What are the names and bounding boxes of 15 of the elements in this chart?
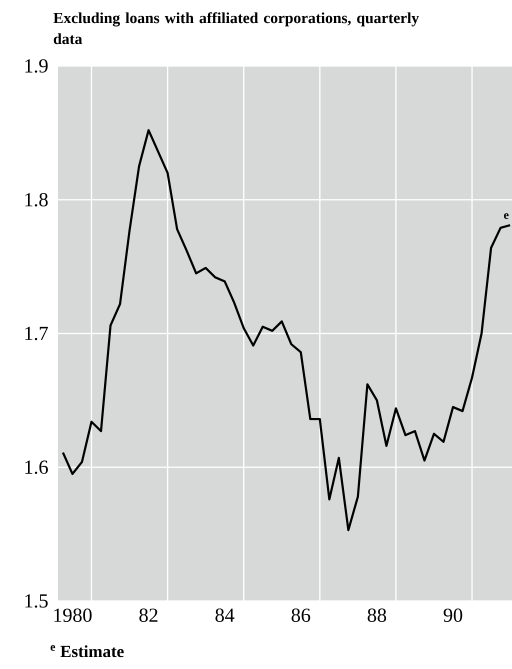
x-tick-label: 1980: [54, 608, 92, 622]
y-tick-label: 1.7: [25, 326, 48, 340]
line-series: [62, 129, 512, 532]
text: $^{e}$ Estimate: [50, 645, 124, 658]
y-tick-label: 1.9: [25, 59, 48, 73]
annotation: e: [504, 213, 509, 219]
y-tick-label: 1.8: [25, 192, 48, 207]
x-tick-label: 86: [292, 608, 310, 622]
x-tick-label: 90: [444, 608, 462, 622]
chart-title: Excluding loans with affiliated corporations, quarterly data: [53, 12, 419, 44]
x-tick-label: 84: [215, 608, 234, 622]
x-tick-label: 88: [368, 608, 386, 622]
x-tick-label: 82: [139, 608, 158, 622]
y-tick-label: 1.6: [25, 460, 48, 474]
y-tick-label: 1.5: [25, 594, 48, 608]
